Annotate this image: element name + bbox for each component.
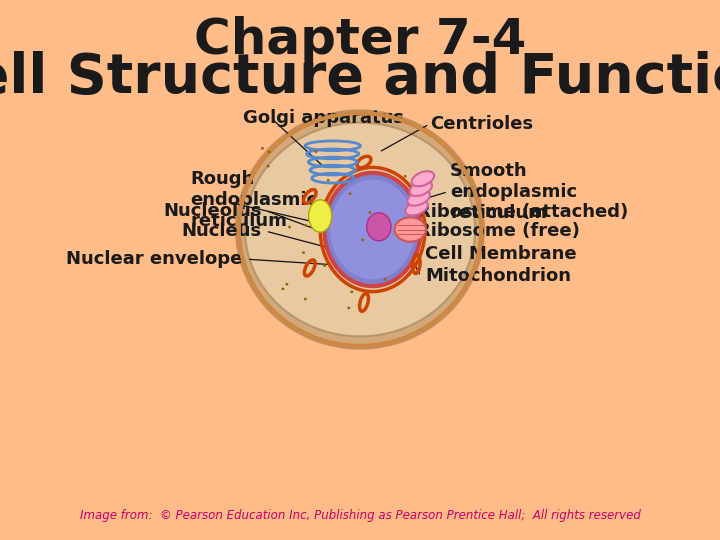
- Ellipse shape: [366, 213, 391, 241]
- Ellipse shape: [384, 278, 387, 281]
- Text: Rough
endoplasmic
reticulum: Rough endoplasmic reticulum: [190, 170, 318, 230]
- Text: Cell Structure and Function: Cell Structure and Function: [0, 51, 720, 105]
- Ellipse shape: [412, 171, 434, 186]
- Ellipse shape: [410, 181, 432, 196]
- Ellipse shape: [304, 224, 307, 227]
- Ellipse shape: [405, 200, 428, 215]
- Ellipse shape: [348, 192, 351, 195]
- Ellipse shape: [404, 175, 407, 178]
- Ellipse shape: [323, 264, 326, 267]
- Ellipse shape: [361, 239, 364, 241]
- Ellipse shape: [369, 211, 372, 214]
- Ellipse shape: [350, 291, 354, 293]
- Ellipse shape: [236, 111, 484, 348]
- Ellipse shape: [282, 288, 284, 291]
- Text: Chapter 7-4: Chapter 7-4: [194, 17, 526, 64]
- Ellipse shape: [266, 165, 269, 167]
- Text: Ribosome (free): Ribosome (free): [417, 222, 580, 240]
- Text: Nuclear envelope: Nuclear envelope: [66, 250, 243, 268]
- Text: Centrioles: Centrioles: [431, 115, 534, 133]
- Text: Golgi apparatus: Golgi apparatus: [243, 109, 404, 127]
- Ellipse shape: [288, 226, 291, 228]
- Ellipse shape: [408, 191, 430, 206]
- Ellipse shape: [330, 180, 415, 279]
- Ellipse shape: [261, 147, 264, 150]
- Text: Mitochondrion: Mitochondrion: [425, 267, 571, 286]
- Ellipse shape: [285, 283, 288, 286]
- Ellipse shape: [325, 173, 420, 286]
- Ellipse shape: [315, 150, 318, 153]
- Ellipse shape: [327, 179, 330, 181]
- Text: Ribosome (attached): Ribosome (attached): [417, 203, 628, 221]
- Text: Smooth
endoplasmic
reticulum: Smooth endoplasmic reticulum: [450, 162, 577, 221]
- Ellipse shape: [302, 251, 305, 254]
- Text: Image from:  © Pearson Education Inc, Publishing as Pearson Prentice Hall;  All : Image from: © Pearson Education Inc, Pub…: [80, 509, 640, 522]
- Ellipse shape: [395, 217, 426, 241]
- Ellipse shape: [245, 123, 475, 336]
- Ellipse shape: [309, 200, 332, 232]
- Ellipse shape: [268, 151, 271, 153]
- Text: Nucleus: Nucleus: [181, 222, 261, 240]
- Ellipse shape: [304, 298, 307, 300]
- Ellipse shape: [347, 307, 350, 309]
- Text: Cell Membrane: Cell Membrane: [425, 245, 577, 263]
- Ellipse shape: [350, 285, 353, 288]
- Text: Nucleolus: Nucleolus: [163, 201, 261, 220]
